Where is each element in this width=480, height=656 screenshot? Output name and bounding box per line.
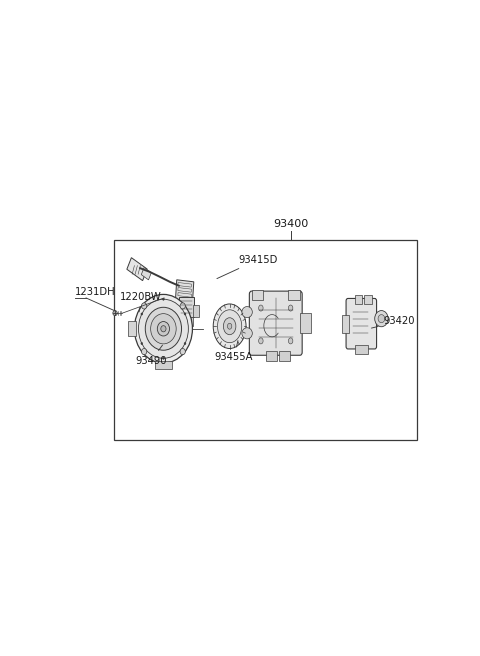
Ellipse shape bbox=[259, 305, 263, 311]
Text: 93490: 93490 bbox=[135, 345, 167, 365]
Polygon shape bbox=[193, 305, 199, 318]
Ellipse shape bbox=[157, 321, 169, 336]
Text: 93455A: 93455A bbox=[215, 340, 253, 363]
Ellipse shape bbox=[288, 305, 293, 311]
Ellipse shape bbox=[138, 299, 188, 358]
Ellipse shape bbox=[259, 338, 263, 344]
Bar bbox=[279, 351, 290, 361]
Bar bbox=[342, 315, 348, 333]
Ellipse shape bbox=[134, 295, 192, 363]
Polygon shape bbox=[179, 297, 194, 317]
Ellipse shape bbox=[242, 328, 252, 339]
Ellipse shape bbox=[184, 313, 186, 315]
Ellipse shape bbox=[180, 348, 185, 355]
Text: 93420: 93420 bbox=[372, 316, 415, 328]
Ellipse shape bbox=[180, 303, 185, 309]
Ellipse shape bbox=[213, 304, 246, 348]
Ellipse shape bbox=[141, 313, 143, 315]
Polygon shape bbox=[176, 280, 194, 302]
Text: 1231DH: 1231DH bbox=[75, 287, 116, 297]
Ellipse shape bbox=[375, 310, 388, 327]
Ellipse shape bbox=[223, 318, 236, 335]
Ellipse shape bbox=[141, 342, 143, 344]
Ellipse shape bbox=[378, 315, 385, 323]
Text: 93415D: 93415D bbox=[217, 255, 278, 279]
Bar bbox=[300, 313, 311, 333]
Polygon shape bbox=[141, 268, 151, 280]
Bar bbox=[355, 345, 368, 354]
Bar bbox=[252, 290, 264, 300]
FancyBboxPatch shape bbox=[346, 298, 377, 349]
Text: 1220BW: 1220BW bbox=[120, 292, 161, 312]
Bar bbox=[114, 240, 417, 440]
Ellipse shape bbox=[161, 325, 166, 332]
Polygon shape bbox=[180, 317, 193, 326]
Ellipse shape bbox=[113, 310, 117, 316]
FancyBboxPatch shape bbox=[249, 291, 302, 356]
Ellipse shape bbox=[142, 303, 147, 309]
Bar bbox=[128, 321, 135, 337]
Bar bbox=[355, 295, 362, 304]
Ellipse shape bbox=[228, 323, 232, 329]
Bar bbox=[266, 351, 277, 361]
Ellipse shape bbox=[217, 310, 242, 342]
Ellipse shape bbox=[288, 338, 293, 344]
Ellipse shape bbox=[163, 298, 164, 300]
Ellipse shape bbox=[151, 314, 176, 344]
Ellipse shape bbox=[163, 358, 164, 359]
Ellipse shape bbox=[145, 307, 181, 350]
Ellipse shape bbox=[242, 306, 252, 318]
Polygon shape bbox=[127, 258, 147, 281]
Bar bbox=[364, 295, 372, 304]
Bar bbox=[156, 361, 171, 369]
Ellipse shape bbox=[142, 348, 147, 355]
Text: 93400: 93400 bbox=[273, 219, 308, 229]
Bar bbox=[288, 290, 300, 300]
Ellipse shape bbox=[184, 342, 186, 344]
